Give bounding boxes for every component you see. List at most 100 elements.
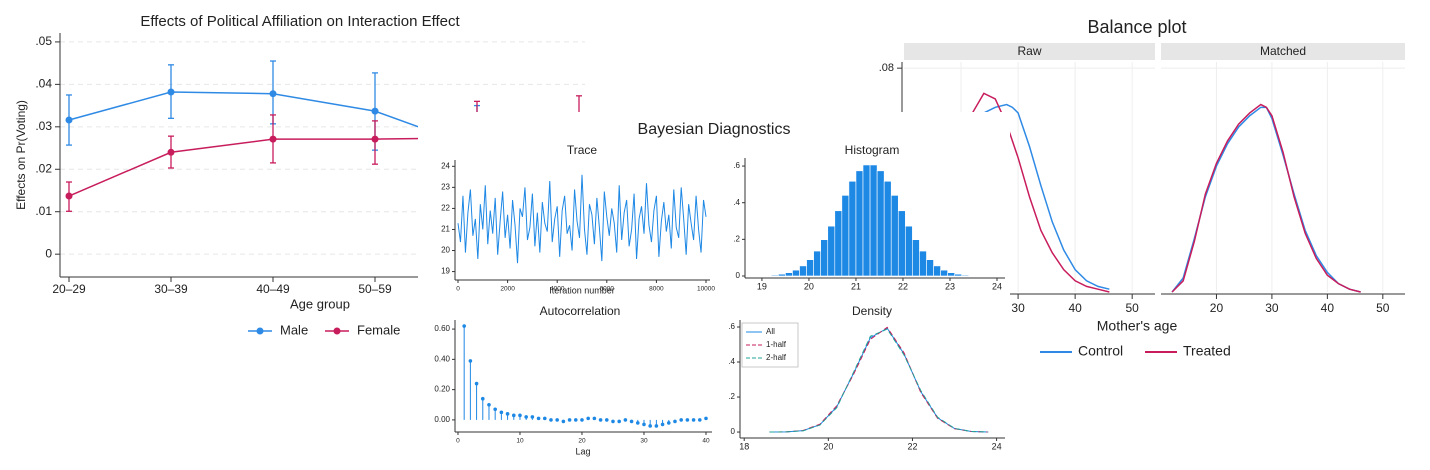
x-axis-label: Lag [575, 446, 590, 456]
stem-point [487, 402, 491, 407]
bar [890, 195, 899, 277]
subplot-title: Histogram [845, 143, 900, 157]
stem-point [660, 422, 665, 427]
stem-point [654, 424, 659, 428]
bar [806, 259, 814, 277]
y-tick-label: 24 [441, 161, 450, 170]
y-tick-label: .6 [728, 322, 735, 331]
series-line [457, 174, 707, 264]
x-tick-label: 20 [578, 438, 586, 445]
stem-point [561, 419, 566, 424]
y-tick-label: .03 [35, 119, 52, 133]
stem-point [530, 415, 535, 419]
bar [820, 239, 829, 277]
stem-point [468, 359, 473, 363]
x-tick-label: 18 [739, 441, 749, 451]
x-tick-label: 20–29 [52, 282, 86, 296]
stem-point [642, 422, 646, 427]
bar [947, 272, 955, 277]
stem-point [542, 416, 547, 421]
x-axis-label: Iteration number [549, 285, 615, 295]
point [371, 135, 379, 143]
bar [799, 265, 807, 277]
legend-label: Male [280, 322, 308, 337]
bar [869, 164, 878, 277]
point [269, 90, 277, 98]
bar [940, 269, 948, 277]
y-tick-label: 0 [45, 246, 52, 260]
x-tick-label: 10 [516, 438, 524, 445]
x-tick-label: 30 [1265, 301, 1279, 315]
y-tick-label: .02 [35, 161, 52, 175]
y-tick-label: 20 [441, 246, 450, 255]
stem-point [697, 418, 702, 422]
x-tick-label: 50 [1126, 301, 1140, 315]
y-tick-label: .2 [728, 392, 735, 401]
stem-point [635, 421, 640, 425]
x-tick-label: 20 [1210, 301, 1224, 315]
stem-point [604, 418, 609, 422]
stem-point [580, 418, 584, 422]
panel-header [904, 43, 1155, 60]
chart-title: Bayesian Diagnostics [638, 121, 791, 138]
bar [912, 239, 920, 277]
y-tick-label: 0 [736, 271, 741, 280]
stem-point [598, 418, 603, 422]
bar [771, 274, 779, 277]
bar [926, 259, 934, 277]
y-tick-label: 0.40 [434, 354, 450, 363]
stem-point [493, 407, 497, 412]
x-tick-label: 22 [898, 281, 908, 291]
bar [905, 225, 913, 277]
bar [848, 180, 857, 277]
x-tick-label: 40 [702, 438, 710, 445]
series-line [769, 328, 989, 433]
bar [792, 269, 800, 277]
bar [933, 265, 941, 277]
legend-marker [333, 327, 341, 335]
point [167, 88, 175, 96]
y-tick-label: 0.60 [434, 324, 450, 333]
x-tick-label: 24 [992, 441, 1002, 451]
stem-point [629, 419, 634, 424]
stem-point [679, 418, 683, 422]
subplot-title: Density [852, 304, 892, 318]
x-tick-label: 30–39 [154, 282, 188, 296]
stem-point [555, 418, 559, 422]
x-tick-label: 21 [851, 281, 861, 291]
bar [897, 210, 906, 277]
stem-point [673, 419, 677, 424]
y-tick-label: 0.20 [434, 385, 450, 394]
bar [834, 210, 843, 277]
point [65, 192, 73, 200]
panel-title: Matched [1260, 44, 1306, 58]
y-tick-label: .01 [35, 204, 52, 218]
x-tick-label: 40 [1068, 301, 1082, 315]
x-tick-label: 40–49 [256, 282, 290, 296]
chart-title: Effects of Political Affiliation on Inte… [140, 13, 460, 30]
stem-point [499, 410, 504, 415]
chart-title: Balance plot [1087, 17, 1186, 37]
x-axis-label: Mother's age [1097, 318, 1178, 334]
x-tick-label: 24 [992, 281, 1002, 291]
stem-point [480, 396, 485, 401]
x-tick-label: 30 [1011, 301, 1025, 315]
series-line [1171, 106, 1361, 293]
panel-title: Raw [1017, 44, 1041, 58]
stem-point [474, 381, 479, 386]
x-tick-label: 4000 [550, 286, 565, 293]
stem-point [586, 416, 590, 421]
bar [919, 250, 927, 277]
x-tick-label: 8000 [649, 286, 664, 293]
balance-chart: Balance plotRaw20304050.08Matched2030405… [879, 17, 1405, 359]
subplot-title: Trace [567, 143, 598, 157]
x-tick-label: 0 [456, 438, 460, 445]
stem-point [505, 412, 510, 416]
point [167, 148, 175, 156]
bar [961, 274, 970, 277]
stem-point [518, 413, 522, 418]
y-tick-label: .04 [35, 77, 52, 91]
stem-point [536, 416, 541, 421]
legend-marker [256, 327, 264, 335]
legend-label: Treated [1183, 343, 1231, 359]
